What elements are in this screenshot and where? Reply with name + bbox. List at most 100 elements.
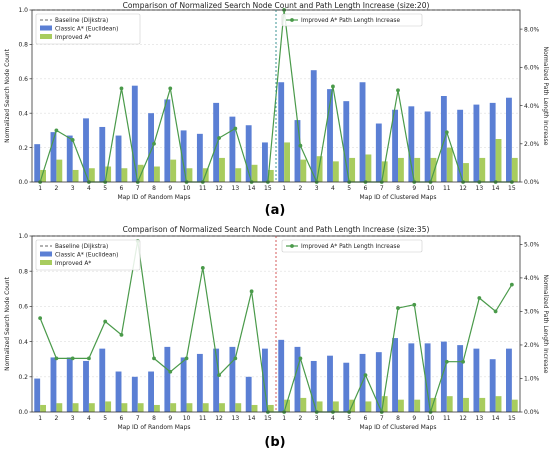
y2-tick-label: 3.0% bbox=[524, 309, 540, 316]
x-axis-label-clustered: Map ID of Clustered Maps bbox=[360, 194, 437, 201]
bar-improved-a-star bbox=[511, 399, 518, 412]
x-tick-label: 13 bbox=[232, 415, 240, 422]
legend-baseline-label: Baseline (Dijkstra) bbox=[55, 18, 108, 24]
path-length-increase-point bbox=[298, 143, 303, 148]
x-tick-label: 6 bbox=[364, 185, 368, 192]
bar-classic-a-star bbox=[343, 362, 350, 412]
path-length-increase-point bbox=[444, 130, 449, 135]
y-tick-label: 0.4 bbox=[18, 339, 28, 346]
bar-improved-a-star bbox=[170, 159, 177, 182]
bar-classic-a-star bbox=[278, 339, 285, 412]
bar-classic-a-star bbox=[245, 376, 252, 412]
chart-title: Comparison of Normalized Search Node Cou… bbox=[123, 225, 430, 234]
bar-improved-a-star bbox=[495, 396, 502, 412]
path-length-increase-point bbox=[54, 356, 59, 361]
bar-improved-a-star bbox=[414, 157, 421, 182]
bar-improved-a-star bbox=[137, 403, 144, 412]
bar-classic-a-star bbox=[196, 353, 203, 412]
x-tick-label: 7 bbox=[380, 415, 384, 422]
bar-improved-a-star bbox=[186, 168, 193, 182]
bar-classic-a-star bbox=[294, 346, 301, 412]
legend-pli-marker bbox=[290, 18, 294, 22]
bar-improved-a-star bbox=[495, 139, 502, 182]
bar-classic-a-star bbox=[50, 132, 57, 182]
path-length-increase-point bbox=[444, 359, 449, 364]
y-tick-label: 0.4 bbox=[18, 110, 28, 117]
bar-improved-a-star bbox=[365, 154, 372, 182]
bar-classic-a-star bbox=[229, 116, 236, 182]
legend-classic-swatch bbox=[40, 251, 52, 257]
x-tick-label: 12 bbox=[459, 415, 467, 422]
x-axis-label-random: Map ID of Random Maps bbox=[117, 424, 190, 431]
y2-axis-label: Normalized Path Length Increase bbox=[542, 46, 549, 145]
bar-classic-a-star bbox=[196, 133, 203, 182]
bar-classic-a-star bbox=[408, 343, 415, 412]
x-tick-label: 8 bbox=[396, 185, 400, 192]
bar-classic-a-star bbox=[180, 130, 187, 182]
path-length-increase-point bbox=[217, 136, 221, 140]
path-length-increase-point bbox=[396, 88, 400, 93]
path-length-increase-point bbox=[54, 128, 59, 133]
path-length-increase-point bbox=[493, 309, 498, 314]
path-length-increase-point bbox=[363, 373, 368, 378]
x-tick-label: 11 bbox=[199, 185, 207, 192]
x-tick-label: 10 bbox=[183, 415, 191, 422]
bar-classic-a-star bbox=[180, 357, 187, 412]
bar-classic-a-star bbox=[424, 343, 431, 412]
x-tick-label: 4 bbox=[87, 415, 91, 422]
bar-improved-a-star bbox=[398, 399, 404, 412]
y-axis-label: Normalized Search Node Count bbox=[4, 48, 11, 142]
bar-improved-a-star bbox=[202, 403, 209, 412]
path-length-increase-point bbox=[119, 332, 124, 337]
bar-improved-a-star bbox=[430, 157, 437, 182]
x-tick-label: 1 bbox=[282, 415, 286, 422]
x-tick-label: 13 bbox=[476, 415, 484, 422]
path-length-increase-point bbox=[233, 126, 238, 131]
x-tick-label: 2 bbox=[298, 415, 302, 422]
y2-axis-label: Normalized Path Length Increase bbox=[542, 274, 549, 373]
y-tick-label: 0.6 bbox=[18, 76, 28, 83]
bar-improved-a-star bbox=[300, 159, 307, 182]
bar-classic-a-star bbox=[343, 101, 350, 182]
bar-classic-a-star bbox=[83, 360, 89, 412]
bar-classic-a-star bbox=[278, 82, 285, 182]
x-tick-label: 1 bbox=[38, 415, 42, 422]
bar-classic-a-star bbox=[213, 348, 220, 412]
x-tick-label: 8 bbox=[152, 415, 156, 422]
x-tick-label: 6 bbox=[120, 415, 124, 422]
y-tick-label: 0.6 bbox=[18, 304, 28, 311]
x-tick-label: 1 bbox=[282, 185, 286, 192]
x-tick-label: 13 bbox=[476, 185, 484, 192]
bar-improved-a-star bbox=[316, 401, 323, 412]
x-tick-label: 4 bbox=[87, 185, 91, 192]
bar-improved-a-star bbox=[235, 168, 242, 182]
bar-classic-a-star bbox=[262, 348, 268, 412]
bar-improved-a-star bbox=[154, 166, 160, 182]
y-tick-label: 0.0 bbox=[18, 179, 28, 186]
bar-classic-a-star bbox=[392, 338, 398, 412]
x-tick-label: 14 bbox=[248, 415, 256, 422]
bar-classic-a-star bbox=[506, 97, 512, 182]
path-length-increase-point bbox=[152, 356, 156, 361]
x-tick-label: 4 bbox=[331, 185, 335, 192]
y-tick-label: 1.0 bbox=[18, 7, 28, 14]
bar-classic-a-star bbox=[489, 359, 496, 412]
path-length-increase-point bbox=[38, 316, 43, 321]
bar-classic-a-star bbox=[440, 341, 447, 412]
legend-improved-label: Improved A* bbox=[55, 261, 91, 267]
x-tick-label: 3 bbox=[315, 415, 319, 422]
x-tick-label: 2 bbox=[298, 185, 302, 192]
legend-classic-swatch bbox=[40, 25, 52, 31]
bar-improved-a-star bbox=[332, 161, 339, 182]
legend-box-right bbox=[281, 239, 423, 253]
bar-classic-a-star bbox=[99, 348, 106, 412]
bar-classic-a-star bbox=[245, 125, 252, 182]
y-tick-label: 0.8 bbox=[18, 42, 28, 49]
x-tick-label: 4 bbox=[331, 415, 335, 422]
x-tick-label: 6 bbox=[120, 185, 124, 192]
x-tick-label: 15 bbox=[264, 415, 272, 422]
x-tick-label: 10 bbox=[427, 415, 435, 422]
bar-classic-a-star bbox=[83, 118, 89, 182]
x-tick-label: 15 bbox=[508, 415, 516, 422]
x-tick-label: 8 bbox=[152, 185, 156, 192]
